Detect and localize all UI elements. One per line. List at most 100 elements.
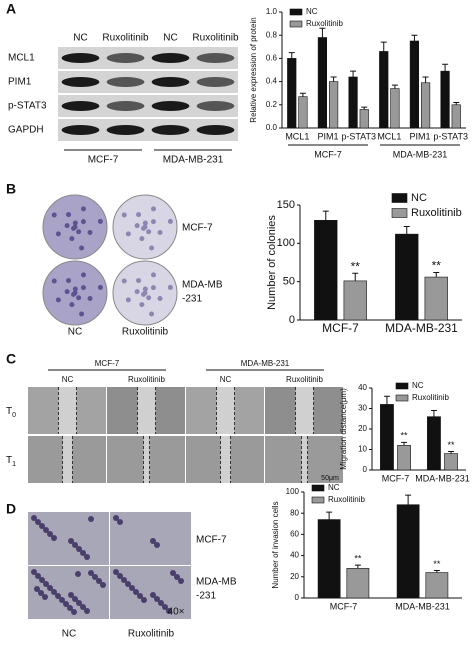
blot-strip <box>58 95 238 117</box>
bar <box>409 40 420 129</box>
bar <box>348 76 358 129</box>
y-tick-label: 50 <box>283 276 295 288</box>
cell <box>137 593 143 599</box>
y-tick-label: 0.4 <box>266 77 278 86</box>
blot-band <box>106 125 145 135</box>
invasion-row-label: MDA-MB <box>196 577 237 588</box>
legend-label: Ruxolitinib <box>328 495 365 504</box>
cell <box>31 569 37 575</box>
blot-row-label: GAPDH <box>8 125 44 136</box>
legend-label: NC <box>328 483 340 492</box>
bar <box>451 104 461 129</box>
colony-row-label: MDA-MB <box>182 280 223 291</box>
cell <box>76 600 82 606</box>
bar <box>440 70 450 129</box>
bar <box>390 88 400 129</box>
cell <box>174 574 180 580</box>
colony <box>121 278 127 284</box>
colony <box>134 289 140 295</box>
bar <box>298 96 308 129</box>
wound-column-label: NC <box>220 375 232 384</box>
cell <box>88 570 94 576</box>
cell <box>170 570 176 576</box>
row-label-sub: 1 <box>12 461 16 468</box>
blot-row-label: p-STAT3 <box>8 101 47 112</box>
blot-group-label: MDA-MB-231 <box>163 155 224 166</box>
significance-label: ** <box>354 554 362 564</box>
x-tick-label: MCF-7 <box>382 473 410 483</box>
cell <box>125 581 131 587</box>
colony-row-label: -231 <box>182 294 202 305</box>
colony <box>150 272 156 278</box>
error-bar <box>383 395 390 405</box>
bar <box>314 220 338 321</box>
cell <box>117 519 123 525</box>
error-bar <box>403 225 410 235</box>
cell <box>39 577 45 583</box>
cell <box>150 538 156 544</box>
colony <box>80 219 86 225</box>
error-bar <box>411 34 418 41</box>
blot-row-label: PIM1 <box>8 77 32 88</box>
cell <box>68 592 74 598</box>
cell <box>84 554 90 560</box>
colony <box>142 220 148 226</box>
bar <box>346 568 370 599</box>
y-tick-label: 0.8 <box>266 30 278 39</box>
colony <box>141 225 147 231</box>
colony <box>149 245 155 251</box>
invasion-row-label: -231 <box>196 591 216 602</box>
error-bar <box>322 210 329 221</box>
error-bar <box>288 52 295 59</box>
colony <box>139 236 145 242</box>
y-axis-label: Relative expression of protein <box>249 17 258 122</box>
cell <box>72 542 78 548</box>
error-bar <box>448 451 455 454</box>
error-bar <box>361 106 368 110</box>
blot-band <box>106 53 145 63</box>
cell <box>67 605 73 611</box>
cell <box>121 577 127 583</box>
error-bar <box>380 41 387 52</box>
error-bar <box>319 27 326 38</box>
error-bar <box>433 569 440 573</box>
wound-row-label: T1 <box>6 455 16 468</box>
colony <box>71 225 77 231</box>
colony-column-label: NC <box>68 327 82 338</box>
blot-row-label: MCL1 <box>8 53 35 64</box>
bar <box>343 280 367 321</box>
blot-column-label: NC <box>163 33 177 44</box>
blot-group-label: MCF-7 <box>88 155 119 166</box>
colony <box>51 278 57 284</box>
colony <box>76 229 82 235</box>
colony <box>97 284 103 290</box>
colony <box>55 297 61 303</box>
x-tick-label: MCF-7 <box>330 601 358 611</box>
wound-gap <box>301 436 308 483</box>
cell <box>42 594 48 600</box>
blot-column-label: Ruxolitinib <box>102 33 149 44</box>
bar <box>317 37 328 129</box>
colony <box>150 206 156 212</box>
bar <box>379 51 389 129</box>
significance-label: ** <box>448 440 456 450</box>
colony <box>55 231 61 237</box>
cell <box>84 608 90 614</box>
cell <box>35 519 41 525</box>
cell <box>92 574 98 580</box>
colony <box>80 206 86 212</box>
cell <box>75 571 81 577</box>
y-tick-label: 60 <box>290 530 299 539</box>
bar <box>395 233 419 321</box>
colony <box>69 302 75 308</box>
significance-label: ** <box>401 431 409 441</box>
y-tick-label: 40 <box>358 383 367 392</box>
x-tick-label: p-STAT3 <box>433 131 468 141</box>
y-tick-label: 30 <box>358 404 367 413</box>
colony <box>80 272 86 278</box>
row-label-base: T <box>6 406 12 417</box>
bar <box>287 58 297 129</box>
bar <box>359 109 369 129</box>
colony <box>139 302 145 308</box>
cell <box>34 586 40 592</box>
